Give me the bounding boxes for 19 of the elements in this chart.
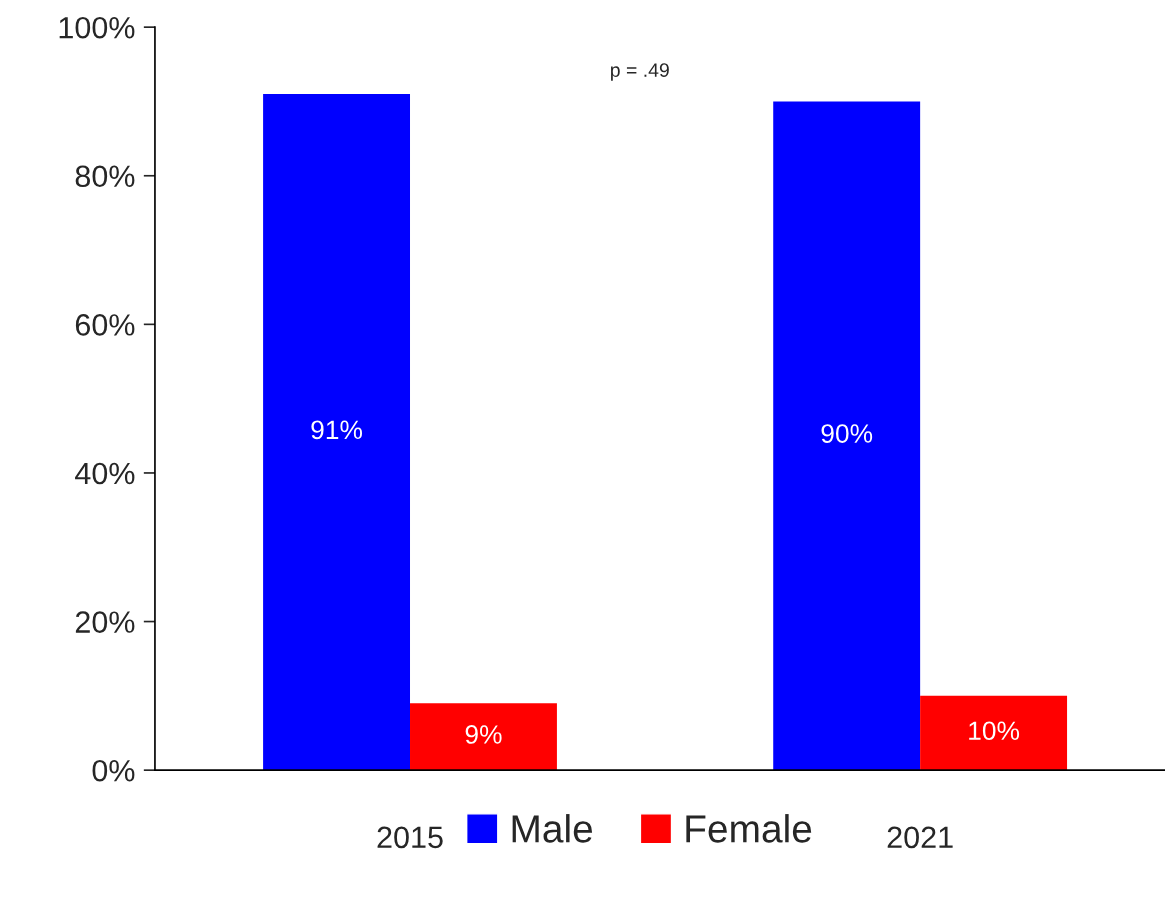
y-tick-label: 20% [75, 611, 135, 633]
y-tick-label: 80% [75, 165, 135, 188]
y-tick-label: 60% [75, 314, 135, 336]
bar [920, 695, 1068, 771]
data-label: 9% [465, 725, 502, 744]
y-tick-label: 40% [75, 462, 135, 485]
x-tick-label: 2021 [887, 826, 953, 849]
x-tick-label: 2015 [377, 826, 443, 849]
y-tick-label: 0% [92, 759, 135, 782]
bar [263, 94, 411, 771]
data-label: 10% [969, 721, 1020, 741]
legend-label: Female [686, 814, 812, 843]
bar [410, 703, 557, 771]
bar [773, 101, 921, 771]
annotation: p = .49 [611, 63, 669, 81]
legend-label: Male [512, 814, 593, 843]
y-tick-label: 100% [59, 16, 135, 39]
data-label: 90% [821, 424, 873, 443]
data-label: 91% [311, 420, 363, 440]
